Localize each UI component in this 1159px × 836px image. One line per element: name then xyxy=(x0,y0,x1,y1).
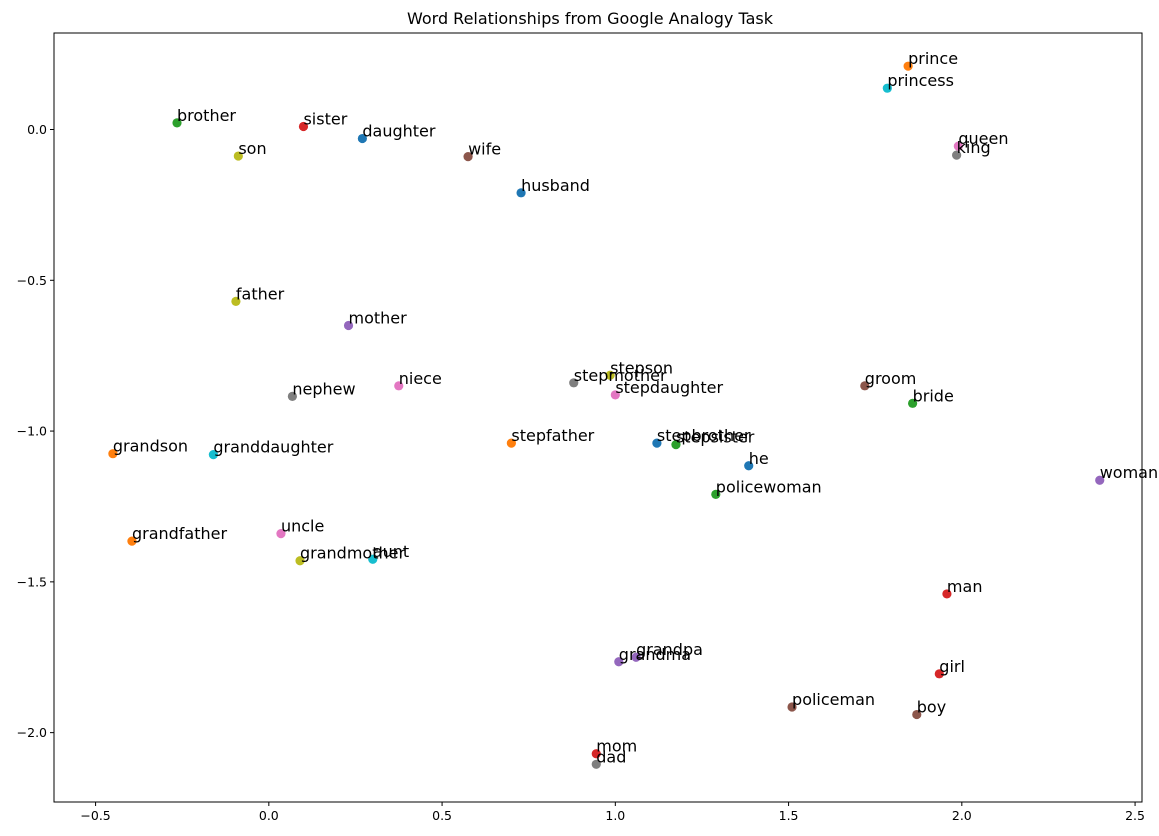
data-point-grandfather xyxy=(127,536,137,546)
data-point-son xyxy=(233,151,243,161)
data-point-boy xyxy=(912,709,922,720)
data-point-granddaughter xyxy=(208,449,218,460)
data-point-policewoman xyxy=(711,489,721,499)
data-point-daughter xyxy=(357,133,367,144)
data-points xyxy=(108,61,1105,769)
data-point-father xyxy=(231,296,241,306)
point-label-dad: dad xyxy=(596,747,626,766)
point-label-stepfather: stepfather xyxy=(511,426,594,445)
point-label-grandma: grandma xyxy=(619,645,691,664)
y-tick-label: −1.5 xyxy=(17,574,47,589)
point-label-niece: niece xyxy=(399,369,442,388)
plot-frame xyxy=(53,32,1143,803)
data-point-stepbrother xyxy=(652,438,662,448)
data-point-grandson xyxy=(108,449,118,459)
data-point-policeman xyxy=(787,702,797,712)
point-label-man: man xyxy=(947,577,983,596)
point-label-grandson: grandson xyxy=(113,437,188,456)
point-label-sister: sister xyxy=(303,109,347,128)
point-label-mom: mom xyxy=(596,737,637,756)
chart-title: Word Relationships from Google Analogy T… xyxy=(407,9,774,28)
data-point-bride xyxy=(908,398,918,408)
data-point-husband xyxy=(516,188,526,198)
point-label-girl: girl xyxy=(939,657,965,676)
data-point-grandpa xyxy=(631,652,641,662)
data-point-grandmother xyxy=(295,556,305,566)
data-point-woman xyxy=(1095,475,1105,485)
point-label-uncle: uncle xyxy=(281,517,324,536)
data-point-aunt xyxy=(368,554,378,564)
x-tick-label: 1.5 xyxy=(779,808,799,823)
point-label-nephew: nephew xyxy=(292,379,355,398)
point-label-grandmother: grandmother xyxy=(300,544,405,563)
data-point-grandma xyxy=(614,657,624,667)
point-label-stepdaughter: stepdaughter xyxy=(615,378,723,397)
x-tick-label: −0.5 xyxy=(80,808,110,823)
point-label-boy: boy xyxy=(917,698,946,717)
point-label-granddaughter: granddaughter xyxy=(213,438,333,457)
point-label-policeman: policeman xyxy=(792,690,875,709)
point-label-king: king xyxy=(957,138,991,157)
data-point-brother xyxy=(172,118,182,128)
point-label-brother: brother xyxy=(177,106,236,125)
point-label-bride: bride xyxy=(913,386,954,405)
y-tick-label: −2.0 xyxy=(17,725,47,740)
point-label-policewoman: policewoman xyxy=(716,477,822,496)
point-label-groom: groom xyxy=(865,369,917,388)
data-point-stepdaughter xyxy=(610,390,620,400)
point-label-prince: prince xyxy=(908,49,958,68)
data-point-uncle xyxy=(276,529,286,539)
axes: −0.5 0.0 0.5 1.0 1.5 2.0 2.5 0.0 −0.5 −1.0 −1.5 −2.… xyxy=(17,32,1145,823)
data-point-niece xyxy=(394,381,404,391)
point-label-son: son xyxy=(238,139,266,158)
x-tick-label: 2.5 xyxy=(1125,808,1145,823)
y-tick-label: 0.0 xyxy=(27,122,47,137)
data-point-mom xyxy=(591,749,601,759)
point-label-aunt: aunt xyxy=(373,542,409,561)
x-tick-label: 2.0 xyxy=(952,808,972,823)
data-point-man xyxy=(942,589,952,599)
data-point-groom xyxy=(860,381,870,391)
data-point-mother xyxy=(343,320,354,331)
data-point-princess xyxy=(882,83,892,93)
data-point-stepson xyxy=(605,370,615,380)
data-point-girl xyxy=(934,669,944,679)
data-point-queen xyxy=(953,141,963,151)
y-tick-label: −0.5 xyxy=(17,273,47,288)
x-tick-label: 0.5 xyxy=(432,808,452,823)
point-label-husband: husband xyxy=(521,176,590,195)
point-label-woman: woman xyxy=(1100,463,1158,482)
point-label-daughter: daughter xyxy=(362,122,436,141)
data-point-stepfather xyxy=(506,438,516,448)
point-label-grandpa: grandpa xyxy=(636,640,703,659)
point-label-queen: queen xyxy=(958,129,1008,148)
x-tick-label: 1.0 xyxy=(605,808,625,823)
point-label-he: he xyxy=(749,449,769,468)
point-label-stepson: stepson xyxy=(610,358,673,377)
x-tick-label: 0.0 xyxy=(259,808,279,823)
point-label-stepsister: stepsister xyxy=(676,428,755,447)
point-label-princess: princess xyxy=(887,71,954,90)
data-point-prince xyxy=(903,61,913,71)
data-point-he xyxy=(744,461,754,471)
point-label-stepmother: stepmother xyxy=(574,366,667,385)
data-point-sister xyxy=(298,121,309,132)
data-point-king xyxy=(952,150,962,160)
y-tick-label: −1.0 xyxy=(17,424,47,439)
data-point-dad xyxy=(591,759,601,769)
data-point-stepsister xyxy=(671,440,681,450)
data-point-nephew xyxy=(287,391,297,401)
data-point-wife xyxy=(463,152,473,162)
point-label-grandfather: grandfather xyxy=(132,524,228,543)
data-point-stepmother xyxy=(569,378,579,388)
point-label-father: father xyxy=(236,284,285,303)
point-label-mother: mother xyxy=(349,309,408,328)
point-label-wife: wife xyxy=(468,140,501,159)
point-label-stepbrother: stepbrother xyxy=(657,426,751,445)
